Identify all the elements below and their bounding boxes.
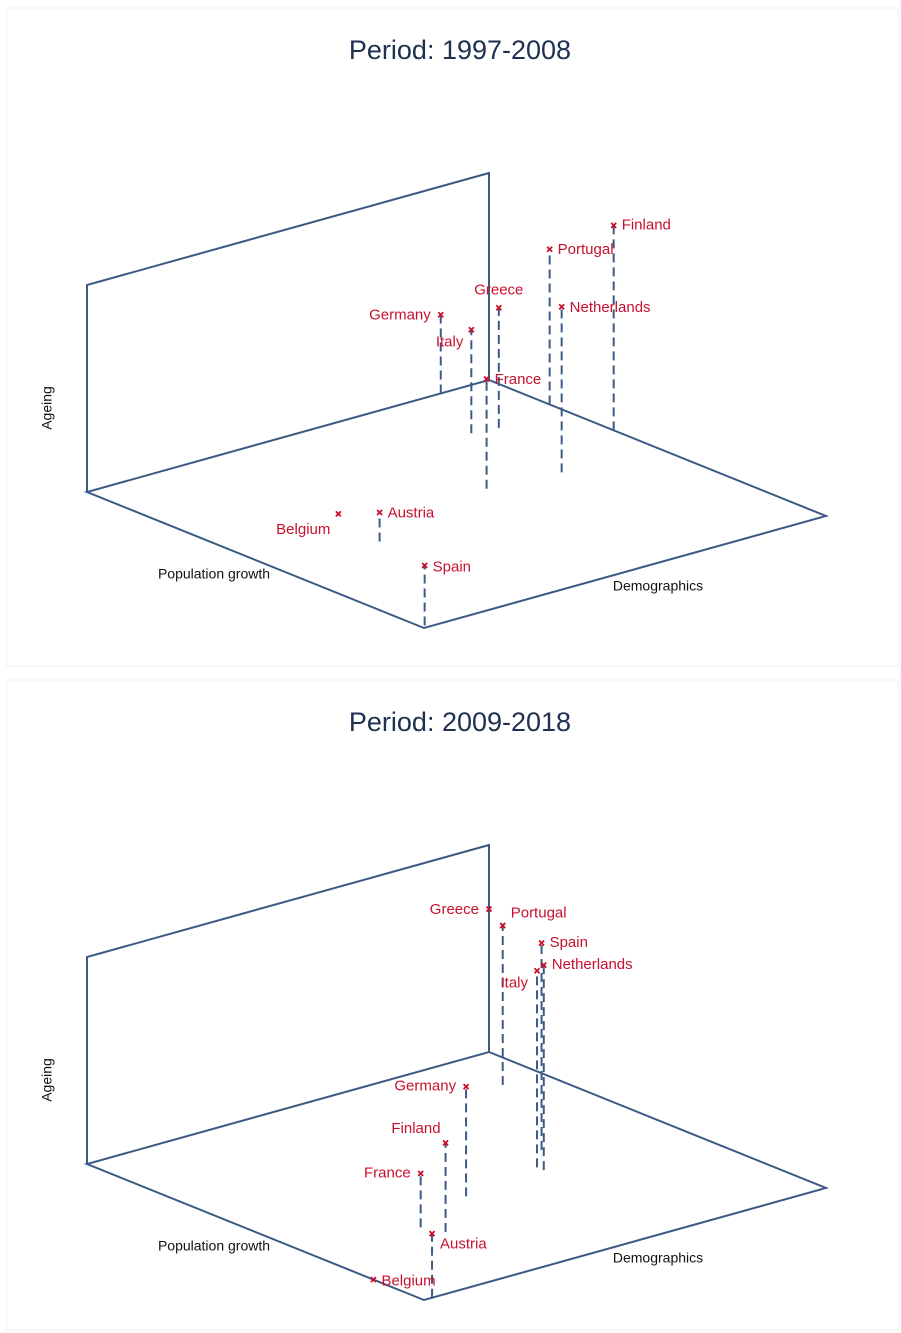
point-marker <box>468 326 475 333</box>
point-label: Netherlands <box>552 956 633 973</box>
point-marker <box>538 939 545 947</box>
point-marker <box>485 906 493 913</box>
point-label: Greece <box>430 901 479 918</box>
point-marker <box>483 375 490 383</box>
z-axis-label: Ageing <box>39 386 55 430</box>
point-label: Italy <box>436 334 464 351</box>
left-wall <box>86 171 490 492</box>
point-marker <box>533 967 541 974</box>
point-marker <box>428 1230 436 1237</box>
point-marker <box>558 303 565 310</box>
left-wall <box>86 843 490 1164</box>
point-label: Portugal <box>558 241 614 258</box>
panel: Period: 1997-2008 Ageing Population growth… <box>39 35 830 630</box>
point-marker <box>437 311 444 318</box>
point-label: Germany <box>369 307 431 324</box>
point-marker <box>462 1083 470 1090</box>
point-marker <box>546 246 553 253</box>
title: Period: 2009-2018 <box>349 707 571 737</box>
title: Period: 1997-2008 <box>349 35 571 65</box>
panel-frame <box>6 679 900 1331</box>
point-label: Germany <box>394 1078 456 1095</box>
point-label: Greece <box>474 282 523 299</box>
point-marker <box>370 1276 377 1283</box>
y-axis-label: Demographics <box>613 578 703 594</box>
floor <box>83 378 830 630</box>
y-axis-label: Demographics <box>613 1250 703 1266</box>
point-marker <box>376 509 383 516</box>
point-marker <box>610 222 617 229</box>
point-label: France <box>364 1165 411 1182</box>
point-marker <box>495 304 502 311</box>
x-axis-label: Population growth <box>158 1238 270 1254</box>
point-marker <box>540 962 547 969</box>
point-label: France <box>495 371 542 388</box>
point-label: Netherlands <box>570 299 651 316</box>
z-axis-label: Ageing <box>39 1058 55 1102</box>
point-label: Italy <box>501 975 529 992</box>
point-label: Portugal <box>511 905 567 922</box>
panel-frame <box>6 7 900 667</box>
point-marker <box>499 922 506 929</box>
floor <box>83 1050 830 1302</box>
point-label: Belgium <box>276 521 330 538</box>
point-label: Spain <box>550 934 588 951</box>
point-label: Austria <box>440 1236 487 1253</box>
point-marker <box>417 1170 424 1177</box>
point-marker <box>335 510 342 518</box>
point-marker <box>442 1139 449 1147</box>
point-label: Spain <box>433 558 471 575</box>
point-label: Finland <box>622 216 671 233</box>
point-marker <box>421 562 428 569</box>
x-axis-label: Population growth <box>158 566 270 582</box>
point-label: Finland <box>391 1120 440 1137</box>
point-label: Belgium <box>381 1273 435 1290</box>
point-label: Austria <box>388 505 435 522</box>
panel: Period: 2009-2018 Ageing Population growth… <box>39 707 830 1302</box>
